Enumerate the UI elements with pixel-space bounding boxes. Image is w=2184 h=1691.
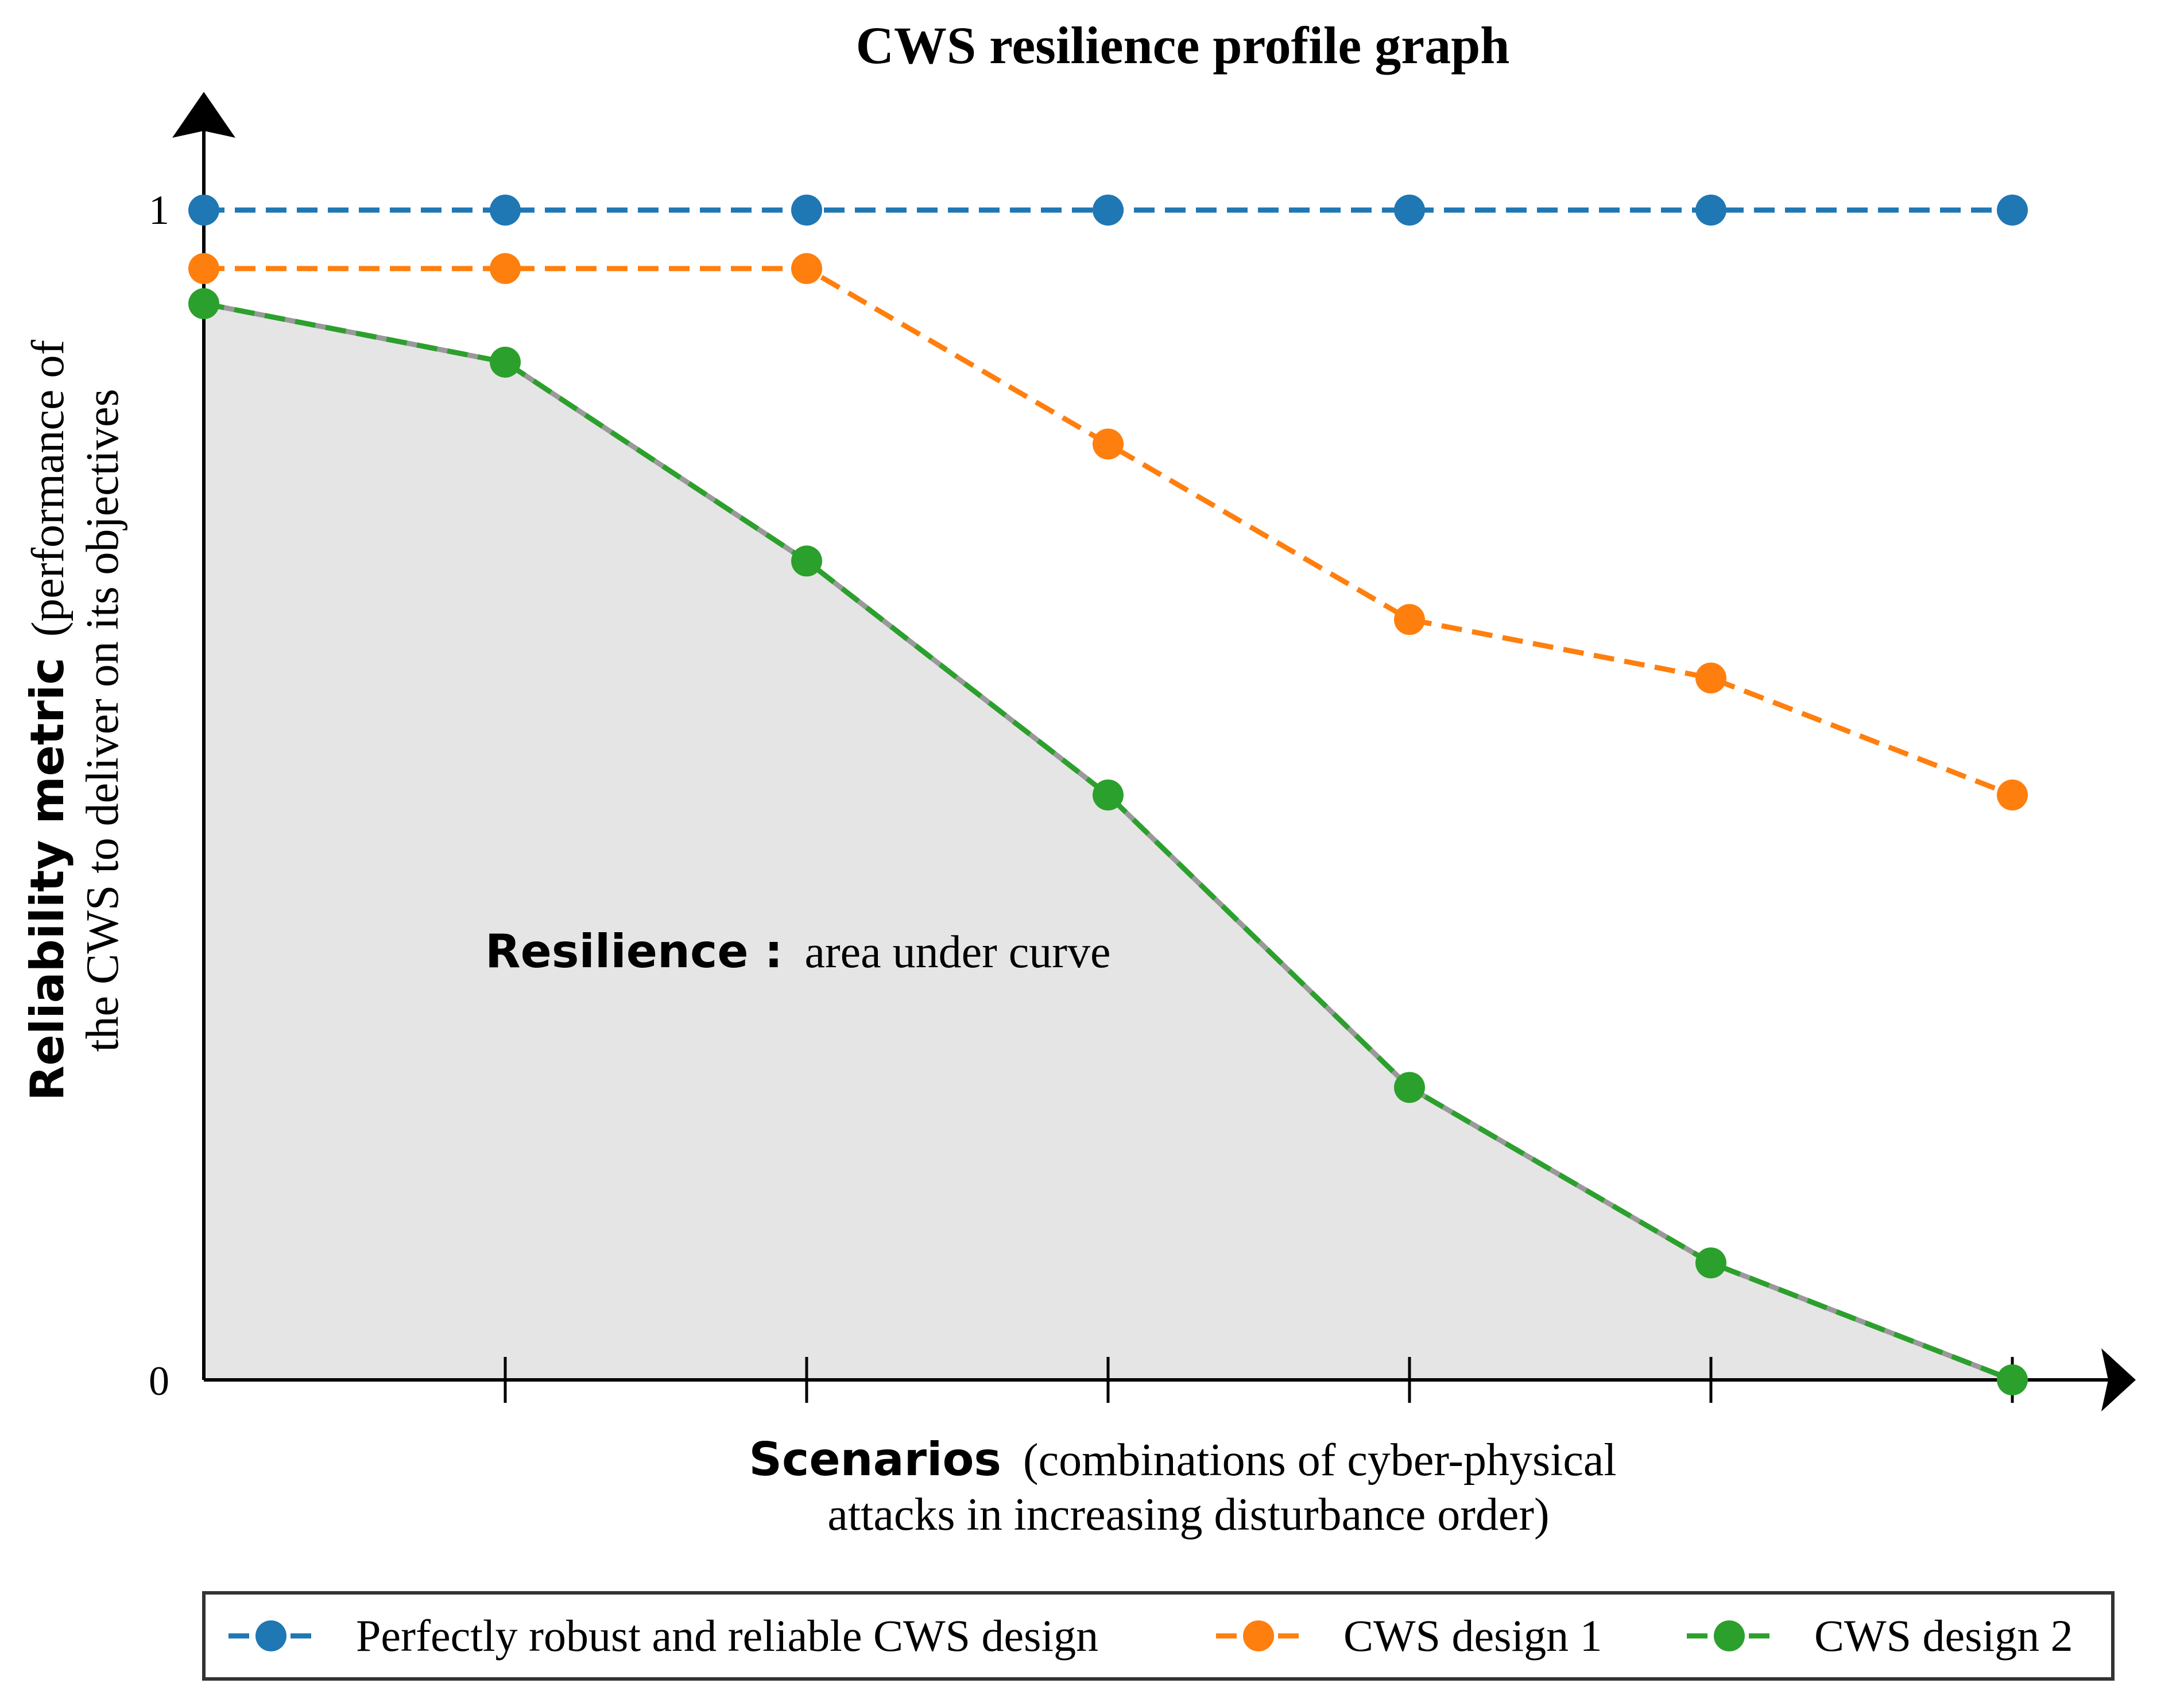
series-1-point-4	[1394, 195, 1425, 226]
annotation-text: area under curve	[804, 927, 1110, 978]
legend-item-3-marker	[1714, 1620, 1745, 1651]
series-layer	[188, 195, 2028, 1395]
series-1-point-2	[791, 195, 822, 226]
y-axis-label-line2: the CWS to deliver on its objectives	[78, 389, 128, 1052]
x-axis-label-normal: (combinations of cyber-physical	[1023, 1435, 1617, 1486]
series-1	[188, 195, 2028, 226]
x-axis-arrow	[2101, 1348, 2136, 1411]
series-3	[188, 288, 2028, 1395]
series-2	[188, 253, 2028, 810]
series-2-point-1	[490, 253, 521, 284]
series-3-point-3	[1093, 779, 1124, 810]
legend: Perfectly robust and reliable CWS design…	[202, 1591, 2115, 1681]
series-2-point-4	[1394, 604, 1425, 635]
legend-item-2-marker	[1243, 1620, 1274, 1651]
series-3-point-0	[188, 288, 219, 320]
series-1-point-6	[1997, 195, 2028, 226]
y-axis-label-bold: Reliability metric	[21, 657, 74, 1101]
legend-item-2: CWS design 1	[1211, 1611, 1602, 1661]
series-2-point-6	[1997, 779, 2028, 810]
series-1-point-5	[1695, 195, 1726, 226]
y-tick-label-0: 0	[149, 1358, 169, 1404]
y-axis-label-normal: (performance of	[23, 340, 73, 637]
series-3-point-6	[1997, 1364, 2028, 1395]
legend-item-3: CWS design 2	[1682, 1611, 2073, 1661]
y-axis	[172, 92, 235, 1380]
chart-title: CWS resilience profile graph	[856, 16, 1510, 75]
series-1-point-0	[188, 195, 219, 226]
series-3-point-2	[791, 545, 822, 577]
x-axis	[204, 1348, 2136, 1411]
legend-item-1-label: Perfectly robust and reliable CWS design	[356, 1611, 1098, 1661]
series-2-point-5	[1695, 662, 1726, 694]
series-3-point-4	[1394, 1072, 1425, 1103]
series-1-point-1	[490, 195, 521, 226]
legend-item-1: Perfectly robust and reliable CWS design	[224, 1611, 1098, 1661]
resilience-annotation: Resilience : area under curve	[485, 925, 1110, 978]
annotation-bold: Resilience :	[485, 925, 783, 978]
area-under-curve	[204, 304, 2012, 1380]
series-2-point-0	[188, 253, 219, 284]
legend-item-3-label: CWS design 2	[1814, 1611, 2073, 1661]
series-3-point-5	[1695, 1247, 1726, 1279]
y-tick-label-1: 1	[149, 187, 169, 233]
legend-box	[202, 1591, 2115, 1681]
x-axis-label-line2: attacks in increasing disturbance order)	[827, 1490, 1549, 1540]
y-axis-label-line1: Reliability metric (performance of	[21, 340, 74, 1101]
y-axis-arrow	[172, 92, 235, 138]
x-axis-label-bold: Scenarios	[749, 1433, 1001, 1486]
series-3-point-1	[490, 346, 521, 378]
series-2-point-3	[1093, 428, 1124, 460]
series-1-point-3	[1093, 195, 1124, 226]
x-axis-label-line1: Scenarios (combinations of cyber-physica…	[749, 1433, 1616, 1486]
series-2-point-2	[791, 253, 822, 284]
legend-item-1-marker	[255, 1620, 286, 1651]
y-axis-label: Reliability metric (performance of the C…	[21, 340, 128, 1101]
legend-item-2-label: CWS design 1	[1343, 1611, 1602, 1661]
